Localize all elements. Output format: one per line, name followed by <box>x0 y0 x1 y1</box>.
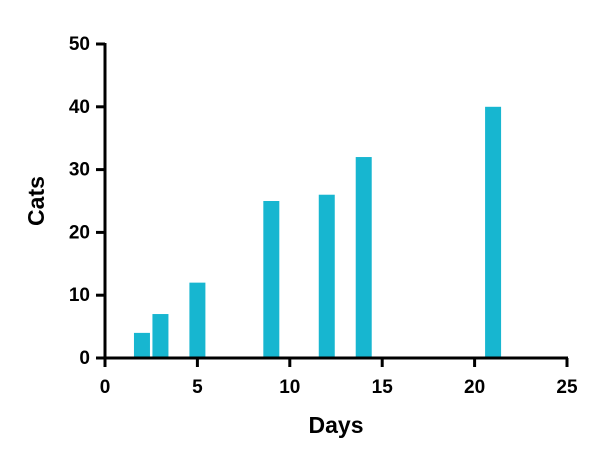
bar <box>355 157 372 358</box>
y-tick-label: 50 <box>69 34 90 55</box>
y-tick-label: 10 <box>69 285 90 306</box>
y-tick-label: 0 <box>79 348 90 369</box>
bar <box>189 282 206 358</box>
y-tick-label: 20 <box>69 222 90 243</box>
bar <box>485 106 502 358</box>
x-tick-label: 5 <box>192 377 203 398</box>
bar <box>152 314 169 358</box>
y-axis-title: Cats <box>23 176 49 226</box>
y-tick-label: 30 <box>69 160 90 181</box>
x-tick-label: 0 <box>100 377 111 398</box>
x-tick-label: 20 <box>464 377 485 398</box>
bar <box>263 201 280 358</box>
bar <box>318 194 335 358</box>
x-tick-label: 10 <box>279 377 300 398</box>
bar <box>133 332 150 358</box>
y-tick-label: 40 <box>69 97 90 118</box>
x-axis-title: Days <box>309 412 364 438</box>
x-tick-label: 15 <box>372 377 394 398</box>
x-tick-label: 25 <box>556 377 578 398</box>
